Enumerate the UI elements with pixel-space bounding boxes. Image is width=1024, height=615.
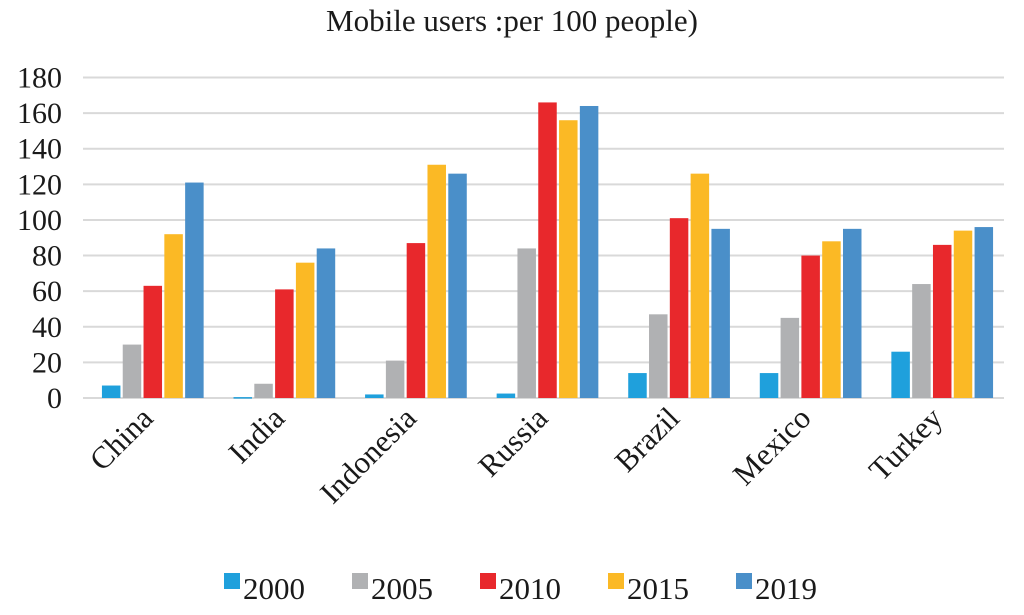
x-tick-label: Russia [471, 400, 554, 483]
bar-india-2010 [275, 289, 294, 398]
legend-item-2000: 2000 [224, 571, 305, 606]
legend-item-2010: 2010 [480, 571, 561, 606]
bar-russia-2019 [579, 105, 599, 398]
bar-turkey-2005 [912, 284, 931, 398]
bar-china-2019 [185, 182, 204, 398]
bar-indonesia-2000 [365, 394, 384, 398]
legend-item-2005: 2005 [352, 571, 433, 606]
bar-mexico-2000 [759, 373, 779, 398]
bars [101, 102, 994, 399]
legend-swatch [224, 573, 240, 589]
bar-china-2005 [122, 344, 142, 398]
bar-group-indonesia [365, 164, 467, 398]
x-tick-label: China [83, 400, 160, 477]
bar-turkey-2010 [932, 244, 952, 398]
legend-item-2015: 2015 [608, 571, 689, 606]
legend-swatch [608, 573, 624, 589]
bar-indonesia-2005 [385, 360, 405, 398]
legend-swatch [352, 573, 368, 589]
legend-swatch [480, 573, 496, 589]
bar-group-russia [496, 102, 599, 398]
bar-china-2015 [164, 234, 183, 398]
x-axis: China India Indonesia Russia Brazil Mexico Tur… [83, 400, 950, 510]
legend-item-2019: 2019 [736, 571, 817, 606]
y-tick-label: 180 [17, 62, 62, 95]
legend: 2000 2005 2010 2015 2019 [224, 571, 817, 606]
bar-india-2005 [254, 383, 273, 398]
bar-russia-2000 [496, 393, 516, 398]
bar-turkey-2019 [974, 227, 994, 398]
legend-label: 2019 [755, 571, 817, 606]
bar-russia-2005 [517, 248, 536, 398]
bar-china-2010 [143, 285, 163, 398]
y-tick-label: 40 [32, 311, 62, 344]
bar-group-china [101, 182, 204, 398]
bar-indonesia-2019 [448, 173, 467, 398]
bar-brazil-2015 [690, 173, 710, 398]
x-tick-label: Mexico [726, 400, 818, 492]
bar-india-2000 [233, 397, 253, 399]
bar-mexico-2015 [822, 241, 841, 398]
chart-title: Mobile users :per 100 people) [326, 3, 698, 38]
bar-brazil-2019 [711, 228, 730, 398]
bar-china-2000 [101, 385, 121, 398]
bar-group-brazil [628, 173, 730, 398]
bar-mexico-2005 [780, 317, 800, 398]
bar-group-mexico [759, 228, 862, 398]
y-tick-label: 100 [17, 204, 62, 237]
bar-russia-2015 [559, 120, 578, 398]
y-tick-label: 60 [32, 275, 62, 308]
legend-label: 2015 [627, 571, 689, 606]
bar-india-2019 [316, 248, 336, 398]
bar-group-india [233, 248, 336, 399]
y-tick-label: 20 [32, 346, 62, 379]
bar-russia-2010 [538, 102, 557, 398]
x-tick-label: Brazil [608, 400, 686, 478]
y-tick-label: 120 [17, 168, 62, 201]
bar-brazil-2000 [628, 373, 647, 398]
bar-group-turkey [891, 227, 994, 398]
x-tick-label: India [222, 400, 292, 470]
bar-indonesia-2010 [406, 243, 426, 398]
bar-turkey-2000 [891, 351, 910, 398]
bar-brazil-2010 [669, 218, 689, 398]
legend-label: 2010 [499, 571, 561, 606]
bar-mexico-2019 [842, 228, 862, 398]
legend-label: 2005 [371, 571, 433, 606]
bar-mexico-2010 [801, 255, 820, 398]
bar-india-2015 [295, 262, 315, 398]
bar-indonesia-2015 [427, 164, 446, 398]
bar-brazil-2005 [649, 314, 668, 398]
y-tick-label: 140 [17, 133, 62, 166]
x-tick-label: Indonesia [313, 400, 423, 510]
y-tick-label: 0 [47, 382, 62, 415]
legend-label: 2000 [243, 571, 305, 606]
bar-turkey-2015 [953, 230, 973, 398]
y-tick-label: 80 [32, 240, 62, 273]
y-tick-label: 160 [17, 97, 62, 130]
x-tick-label: Turkey [862, 400, 950, 488]
legend-swatch [736, 573, 752, 589]
